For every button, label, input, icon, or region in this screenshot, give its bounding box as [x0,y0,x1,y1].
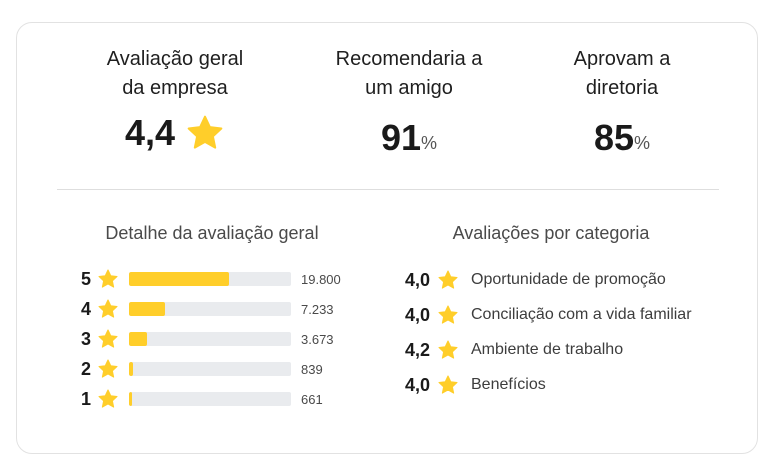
distribution-bar-fill [129,362,134,376]
distribution-bar [129,302,291,316]
approve-leadership-metric: Aprovam a diretoria 85% [542,45,702,163]
recommend-unit: % [421,133,438,153]
distribution-title: Detalhe da avaliação geral [105,223,319,243]
rating-summary: Avaliação geral da empresa 4,4 Recomenda… [17,23,757,189]
category-row: 4,0 Oportunidade de promoção [405,268,666,292]
recommend-value: 91 [380,117,422,158]
overall-rating-value-wrap: 4,4 [77,113,273,153]
distribution-count: 661 [301,391,323,407]
overall-rating-value: 4,4 [124,112,176,153]
distribution-bar-fill [129,272,230,286]
recommend-value-wrap: 91% [307,113,511,163]
distribution-bar [129,362,291,376]
category-row: 4,0 Conciliação com a vida familiar [405,303,692,327]
approve-leadership-label: Aprovam a diretoria [573,48,671,99]
distribution-bar-fill [129,392,133,406]
distribution-count: 3.673 [301,331,334,347]
distribution-count: 7.233 [301,301,334,317]
categories-title: Avaliações por categoria [452,223,650,243]
distribution-stars: 4 [81,298,92,319]
category-score: 4,0 [405,374,431,395]
approve-leadership-value: 85 [593,117,635,158]
category-score: 4,0 [405,269,431,290]
distribution-count: 19.800 [301,271,341,287]
distribution-stars: 5 [81,268,92,289]
distribution-stars: 2 [81,358,92,379]
distribution-stars: 1 [81,388,92,409]
distribution-bar [129,272,291,286]
approve-leadership-value-wrap: 85% [542,113,702,163]
distribution-row: 4 7.233 [81,297,334,321]
recommend-metric: Recomendaria a um amigo 91% [307,45,511,163]
category-row: 4,2 Ambiente de trabalho [405,338,623,362]
star-icon [438,375,458,394]
overall-rating-label: Avaliação geral da empresa [106,48,244,99]
distribution-row: 5 19.800 [81,267,341,291]
star-icon [98,269,118,288]
distribution-row: 3 3.673 [81,327,334,351]
distribution-row: 1 661 [81,387,323,411]
distribution-bar-fill [129,332,147,346]
star-icon [98,389,118,408]
distribution-row: 2 839 [81,357,323,381]
category-label: Ambiente de trabalho [471,341,624,358]
star-icon [438,340,458,359]
star-icon [98,299,118,318]
category-label: Oportunidade de promoção [471,271,666,288]
distribution-bar [129,392,291,406]
star-icon [98,329,118,348]
approve-leadership-unit: % [634,133,651,153]
section-divider [57,189,719,190]
category-label: Conciliação com a vida familiar [471,306,692,323]
star-icon [187,115,223,149]
overall-rating-metric: Avaliação geral da empresa 4,4 [77,45,273,153]
star-icon [438,305,458,324]
distribution-count: 839 [301,361,323,377]
distribution-stars: 3 [81,328,92,349]
company-rating-card: Avaliação geral da empresa 4,4 Recomenda… [16,22,758,454]
recommend-label: Recomendaria a um amigo [335,48,483,99]
star-icon [438,270,458,289]
star-icon [98,359,118,378]
distribution-bar [129,332,291,346]
category-row: 4,0 Benefícios [405,373,546,397]
distribution-bar-fill [129,302,165,316]
category-score: 4,2 [405,339,431,360]
category-score: 4,0 [405,304,431,325]
category-label: Benefícios [471,376,546,393]
